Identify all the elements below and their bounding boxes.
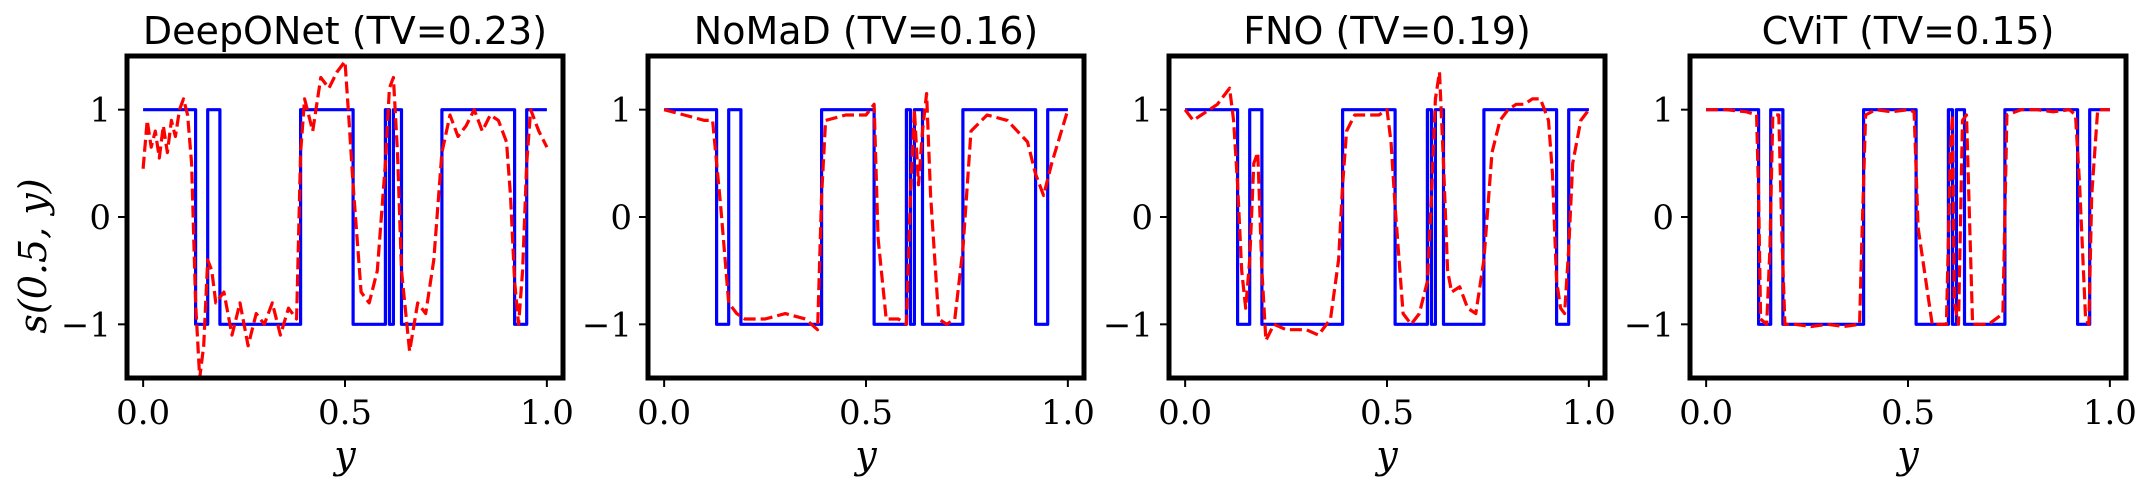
y-tick-label: 1 bbox=[610, 91, 632, 131]
y-tick-label: 0 bbox=[1131, 198, 1153, 238]
x-tick-label: 0.0 bbox=[637, 393, 691, 433]
subplot-title-cvit: CViT (TV=0.15) bbox=[1762, 9, 2055, 53]
x-axis-label: y bbox=[1895, 433, 1919, 477]
subplot-title-fno: FNO (TV=0.19) bbox=[1243, 9, 1531, 53]
plot-frame bbox=[1166, 53, 1608, 381]
y-tick-label: 0 bbox=[89, 198, 111, 238]
x-tick-label: 1.0 bbox=[2083, 393, 2136, 433]
x-axis-label: y bbox=[332, 433, 356, 477]
reference-solution-line bbox=[143, 108, 547, 326]
x-tick-label: 0.0 bbox=[116, 393, 170, 433]
subplot-title-deeponet: DeepONet (TV=0.23) bbox=[143, 9, 547, 53]
predicted-solution-line bbox=[141, 59, 549, 378]
x-tick-label: 0.5 bbox=[1881, 393, 1935, 433]
predicted-solution-line bbox=[663, 91, 1070, 332]
y-tick-label: −1 bbox=[1624, 305, 1674, 345]
y-tick-label: 1 bbox=[89, 91, 111, 131]
subplot-nomad: 0.0 0.5 1.0 −1 0 1 NoMaD (TV=0.16) y bbox=[582, 9, 1095, 477]
x-axis-label: y bbox=[1374, 433, 1398, 477]
x-tick-label: 1.0 bbox=[520, 393, 574, 433]
y-tick-label: −1 bbox=[61, 305, 111, 345]
y-tick-label: 1 bbox=[1131, 91, 1153, 131]
predicted-solution-line bbox=[1706, 108, 2110, 329]
x-tick-label: 0.5 bbox=[1360, 393, 1414, 433]
predicted-solution-line bbox=[1183, 70, 1591, 342]
x-tick-label: 0.5 bbox=[839, 393, 893, 433]
x-tick-label: 0.0 bbox=[1158, 393, 1212, 433]
reference-solution-line bbox=[664, 108, 1068, 326]
subplot-cvit: 0.0 0.5 1.0 −1 0 1 CViT (TV=0.15) y bbox=[1624, 9, 2136, 477]
y-tick-label: 0 bbox=[610, 198, 632, 238]
y-tick-label: −1 bbox=[1103, 305, 1153, 345]
subplot-deeponet: 0.0 0.5 1.0 −1 0 1 DeepONet (TV=0.23) y bbox=[61, 9, 574, 477]
plot-frame bbox=[645, 53, 1087, 381]
x-tick-label: 1.0 bbox=[1562, 393, 1616, 433]
x-axis-label: y bbox=[853, 433, 877, 477]
x-tick-label: 0.0 bbox=[1679, 393, 1733, 433]
plot-frame bbox=[1687, 53, 2129, 381]
x-tick-label: 0.5 bbox=[318, 393, 372, 433]
y-axis-label: s(0.5, y) bbox=[11, 178, 55, 333]
subplot-title-nomad: NoMaD (TV=0.16) bbox=[694, 9, 1038, 53]
subplot-fno: 0.0 0.5 1.0 −1 0 1 FNO (TV=0.19) y bbox=[1103, 9, 1616, 477]
y-tick-label: 1 bbox=[1652, 91, 1674, 131]
y-tick-label: −1 bbox=[582, 305, 632, 345]
y-tick-label: 0 bbox=[1652, 198, 1674, 238]
x-tick-label: 1.0 bbox=[1041, 393, 1095, 433]
